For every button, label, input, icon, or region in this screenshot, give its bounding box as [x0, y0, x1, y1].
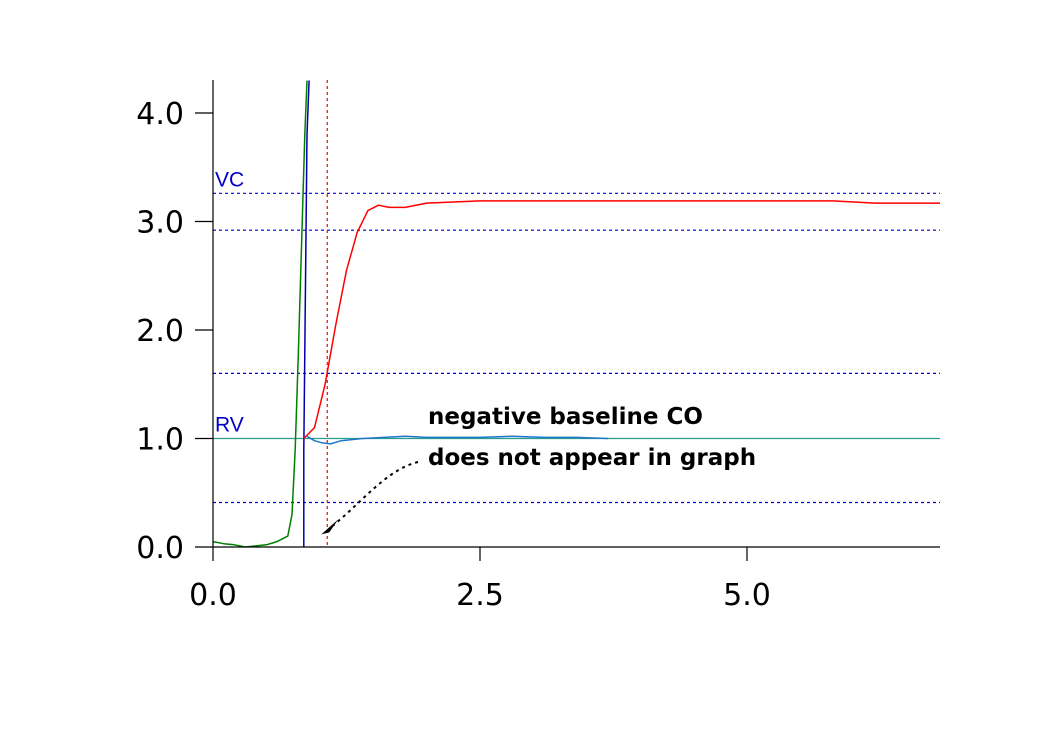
y-tick-label: 2.0 [136, 314, 184, 349]
x-tick-label: 2.5 [456, 578, 504, 613]
reference-label-vc: VC [215, 168, 244, 191]
annotation-text-line-2: does not appear in graph [428, 445, 756, 471]
annotation-arrow-line [328, 461, 419, 530]
series-line-1 [303, 80, 310, 547]
series-lines [213, 80, 940, 547]
x-tick-label: 5.0 [723, 578, 771, 613]
annotation-arrow-head [321, 519, 339, 535]
series-line-0 [213, 80, 308, 547]
axes [195, 80, 940, 561]
reference-lines [213, 80, 940, 547]
x-tick-label: 0.0 [189, 578, 237, 613]
labels: VC RV 0.0 1.0 2.0 3.0 4.0 0.0 2.5 5.0 [136, 97, 771, 613]
y-tick-label: 1.0 [136, 423, 184, 458]
reference-label-rv: RV [215, 414, 244, 437]
annotation: negative baseline CO does not appear in g… [321, 404, 756, 535]
y-tick-label: 4.0 [136, 97, 184, 132]
y-tick-label: 0.0 [136, 531, 184, 566]
series-line-3 [306, 435, 609, 445]
annotation-text-line-1: negative baseline CO [428, 404, 703, 430]
series-line-2 [303, 200, 940, 440]
y-tick-label: 3.0 [136, 206, 184, 241]
